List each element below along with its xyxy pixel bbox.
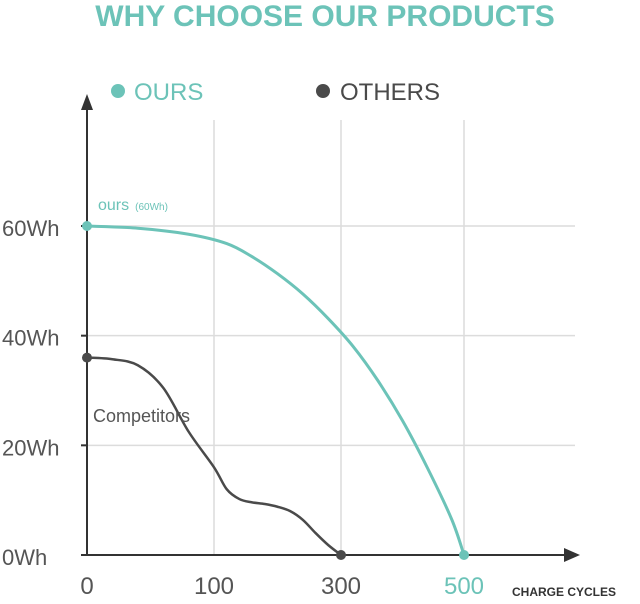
- point-marker: [336, 550, 346, 560]
- annotations: ours (60Wh) Competitors: [93, 197, 190, 426]
- point-marker: [459, 550, 469, 560]
- x-tick-label: 500: [444, 573, 484, 600]
- legend-marker-ours: [111, 84, 125, 98]
- point-marker: [82, 352, 92, 363]
- point-markers: [82, 221, 469, 560]
- x-axis-label: CHARGE CYCLES: [512, 585, 616, 599]
- competitors-label: Competitors: [93, 406, 190, 426]
- tick-labels: 0Wh 20Wh 40Wh 60Wh 0 100 300 500 CHARGE CYCLES: [2, 216, 616, 600]
- point-marker: [82, 221, 92, 231]
- x-tick-label: 300: [321, 573, 361, 600]
- series-line-others: [86, 356, 342, 556]
- x-axis-arrow: [564, 548, 580, 562]
- x-tick-label: 0: [80, 573, 93, 600]
- y-tick-label: 0Wh: [2, 545, 47, 570]
- legend-label-others: OTHERS: [340, 79, 440, 106]
- legend-marker-others: [316, 84, 330, 98]
- y-tick-label: 20Wh: [2, 435, 59, 460]
- ours-label: ours (60Wh): [98, 197, 168, 214]
- legend: OURS OTHERS: [111, 79, 440, 106]
- x-tick-label: 100: [194, 573, 234, 600]
- series-line-ours: [86, 224, 466, 556]
- chart-title: WHY CHOOSE OUR PRODUCTS: [95, 0, 554, 33]
- y-tick-label: 40Wh: [2, 326, 59, 351]
- series-lines: [86, 224, 466, 556]
- grid: [87, 120, 575, 555]
- y-tick-label: 60Wh: [2, 216, 59, 241]
- axes: [81, 94, 580, 562]
- legend-label-ours: OURS: [134, 79, 203, 106]
- y-axis-arrow: [81, 94, 93, 110]
